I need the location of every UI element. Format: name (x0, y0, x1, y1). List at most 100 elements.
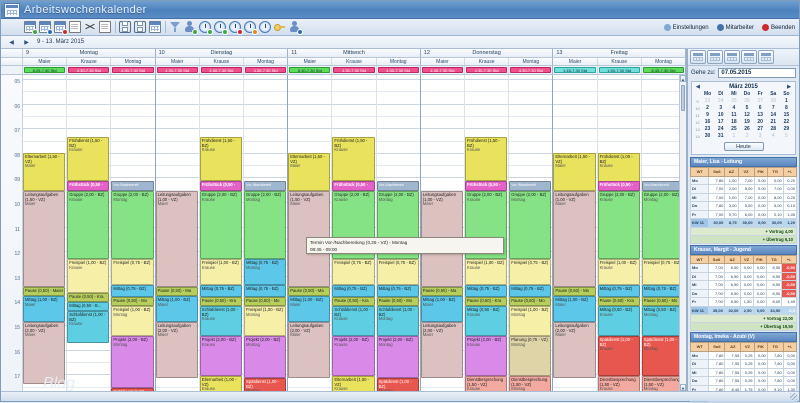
appointment-block[interactable]: Freispiel (1,00 - BZ) Montag (509, 306, 552, 336)
table-row[interactable]: Do 7,00 6,50 0,00 0,00 6,50 -0,50 (689, 288, 797, 298)
appointment-block[interactable]: Freispiel (0,75 - BZ) (376, 259, 419, 285)
table-row[interactable]: Di 7,00 2,00 5,00 0,00 7,00 0,00 (689, 184, 798, 194)
sidebar-calendar-day-icon[interactable] (690, 50, 706, 64)
time-edit-button[interactable] (213, 20, 228, 35)
calendar-scroll-area[interactable]: 0506070809101112131415161718 Elternarbei… (1, 75, 686, 391)
appointment-block[interactable]: Schlafdienst (1,00 - BZ) Montag (376, 306, 419, 336)
mini-cal-day[interactable]: 22 (783, 119, 790, 125)
appointment-block[interactable]: Schlafdienst (1,00 - BZ) Krause (67, 311, 110, 343)
mini-calendar-grid[interactable]: Mo Di Mi Do Fr Sa So 9 23 24 25 26 27 28 1 10 2 3 4 5 6 7 8 11 9… (694, 91, 793, 140)
paste-button[interactable] (98, 20, 112, 34)
appointment-block[interactable]: Elternarbeit (1,00 - VZ) Krause (332, 376, 375, 391)
appointment-block[interactable]: Frühstück (0,50 - (597, 181, 640, 191)
appointment-block[interactable]: Freispiel (0,75 - BZ) (111, 259, 154, 285)
appointment-block[interactable]: Projekt (2,00 - BZ) Montag (111, 336, 154, 388)
appointment-block[interactable]: Pause (0,50) - Ma (155, 287, 198, 296)
mini-cal-day[interactable]: 30 (704, 133, 711, 139)
scroll-thumb[interactable] (681, 85, 685, 111)
appointment-block[interactable]: Mittag (1,00 - BZ) Maier (288, 296, 331, 322)
appointment-block[interactable]: Frühdienst (1,50 - BZ) Krause (199, 137, 242, 181)
mini-cal-day[interactable]: 2 (745, 133, 749, 139)
appointment-block[interactable]: Pause (0,50) - Ma (553, 287, 596, 296)
appointment-block[interactable]: Mittag (0,50 - BZ) Krause (597, 306, 640, 336)
appointment-block[interactable]: Mittag (0,75 - BZ) (509, 285, 552, 297)
mini-cal-day[interactable]: 4 (771, 133, 775, 139)
mini-cal-day[interactable]: 23 (704, 98, 711, 104)
cut-button[interactable] (83, 20, 97, 34)
appointment-block[interactable]: Frühstück (0,50 - (332, 181, 375, 191)
appointment-block[interactable]: Mittag (0,75 - BZ) (244, 285, 287, 297)
mini-cal-day[interactable]: 5 (745, 105, 749, 111)
appointment-block[interactable]: Mittag (0,75 - BZ) (111, 285, 154, 297)
edit-appointment-button[interactable] (38, 20, 53, 35)
appointment-block[interactable]: Mittag (0,75 - BZ) (376, 285, 419, 297)
appointment-block[interactable]: Vor-/Nachbereit (509, 181, 552, 191)
next-week-icon[interactable]: ▶ (24, 39, 29, 46)
table-row[interactable]: Mi 7,00 1,00 7,00 0,00 8,00 0,25 (689, 192, 798, 202)
goto-date-input[interactable]: 07.05.2015 (718, 68, 796, 78)
appointment-block[interactable]: Pause (0,50) - Mo (509, 297, 552, 306)
appointment-block[interactable]: Freispiel (0,75 - BZ) (641, 259, 684, 285)
mini-cal-day[interactable]: 17 (717, 119, 724, 125)
appointment-block[interactable]: Leitungsaufgaben (2,00 - VZ) Maier (420, 322, 463, 378)
mini-cal-day[interactable]: 28 (770, 126, 777, 132)
mini-cal-day[interactable]: 14 (770, 112, 777, 118)
sidebar-calendar-month-icon[interactable] (724, 50, 740, 64)
table-row[interactable]: Di 7,00 6,50 0,00 0,00 6,50 -0,50 (689, 271, 797, 281)
scroll-down-icon[interactable]: ▼ (680, 384, 686, 391)
appointment-block[interactable]: Projekt (2,00 - BZ) Krause (332, 336, 375, 376)
mini-cal-day[interactable]: 27 (757, 98, 763, 104)
appointment-block[interactable]: Pause (0,50) - Kra (67, 293, 110, 302)
calendar-vertical-scrollbar[interactable]: ▲ ▼ (679, 75, 686, 391)
appointment-block[interactable]: Frühstück (0,50 - (464, 181, 508, 191)
appointment-block[interactable]: Frühdienst (1,50 - BZ) Krause (332, 137, 375, 181)
week-view-button[interactable] (148, 20, 162, 34)
appointment-block[interactable]: Mittag (1,00 - BZ) Maier (155, 296, 198, 322)
appointment-block[interactable]: Leitungsaufgaben (2,00 - VZ) Maier (288, 322, 331, 378)
appointment-block[interactable]: Gruppe (2,00 - BZ) Krause (67, 191, 110, 259)
table-row[interactable]: Mo 7,80 1,00 7,00 0,00 0,00 0,20 (689, 175, 798, 185)
appointment-block[interactable]: Pause (0,50) - Kra (199, 297, 242, 306)
appointment-block[interactable]: Spätdienst (1,00 - BZ)Montag (244, 378, 287, 391)
appointment-block[interactable]: Leitungsaufgaben (2,00 - VZ) Maier (553, 322, 596, 378)
appointment-block[interactable]: Projekt (2,00 - BZ) Montag (244, 336, 287, 378)
mini-cal-next-icon[interactable]: ▶ (787, 84, 791, 90)
table-row[interactable]: Mi 7,80 7,55 0,25 0,00 7,80 0,00 (689, 367, 798, 377)
appointment-block[interactable]: Pause (0,50) - Maier (23, 287, 66, 296)
appointment-block[interactable]: Mittag (1,00 - BZ) Maier (553, 296, 596, 322)
mini-cal-day[interactable]: 23 (704, 126, 711, 132)
mini-cal-day[interactable]: 26 (744, 126, 750, 132)
mini-cal-day[interactable]: 9 (706, 112, 709, 118)
mini-cal-day[interactable]: 31 (717, 133, 724, 139)
mini-cal-day[interactable]: 7 (771, 105, 775, 111)
table-row[interactable]: Fr 7,80 8,45 1,75 0,00 9,10 1,30 (689, 384, 798, 394)
slot-column-montag[interactable]: Vor-/Nachbereit Gruppe (2,00 - BZ) Montag M… (244, 75, 288, 391)
mini-cal-day[interactable]: 13 (757, 112, 763, 118)
mini-cal-day[interactable]: 5 (785, 133, 788, 139)
appointment-block[interactable]: Pause (0,50) - Kra (597, 297, 640, 306)
key-rights-button[interactable] (273, 20, 287, 34)
appointment-block[interactable]: Schlafdienst (1,00 - BZ) Krause (199, 306, 242, 336)
appointment-block[interactable]: Freispiel (0,75 - BZ) (509, 259, 552, 285)
slot-column-krause[interactable]: Frühdienst (1,50 - BZ) Krause Frühstück (0… (332, 75, 377, 391)
mini-cal-day[interactable]: 29 (783, 126, 790, 132)
table-row[interactable]: Do 7,80 3,00 5,00 0,00 5,00 0,10 (689, 201, 798, 211)
employees-button[interactable] (183, 20, 198, 35)
appointment-block[interactable]: Mittag (0,50 - BZ) Montag (641, 306, 684, 336)
mini-cal-day[interactable]: 25 (731, 98, 737, 104)
mini-cal-day[interactable]: 28 (770, 98, 777, 104)
print-preview-button[interactable] (133, 20, 147, 34)
appointment-block[interactable]: Freispiel (1,00 - BZ) Krause (597, 259, 640, 285)
table-row[interactable]: Mi 7,00 6,50 0,00 0,00 6,50 -0,50 (689, 280, 797, 290)
delete-appointment-button[interactable] (53, 20, 68, 35)
employees-link[interactable]: Mitarbeiter (716, 24, 754, 31)
appointment-block[interactable]: Pause (0,50) - Kra (332, 297, 375, 306)
appointment-block[interactable]: Schlafdienst (1,00 - BZ) Krause (332, 306, 375, 336)
appointment-block[interactable]: Mittag (0,50 - BZ) Krause (464, 306, 508, 336)
mini-cal-day[interactable]: 6 (758, 105, 762, 111)
print-button[interactable] (118, 20, 132, 34)
time-delete-button[interactable] (228, 20, 243, 35)
appointment-block[interactable]: Leitungsaufgaben (1,50 - VZ) Maier (23, 191, 66, 287)
appointment-block[interactable]: Freispiel (1,00 - BZ) Krause (464, 259, 508, 285)
appointment-block[interactable]: Dienstbesprechung (1,50 - VZ) Krause (464, 376, 508, 391)
